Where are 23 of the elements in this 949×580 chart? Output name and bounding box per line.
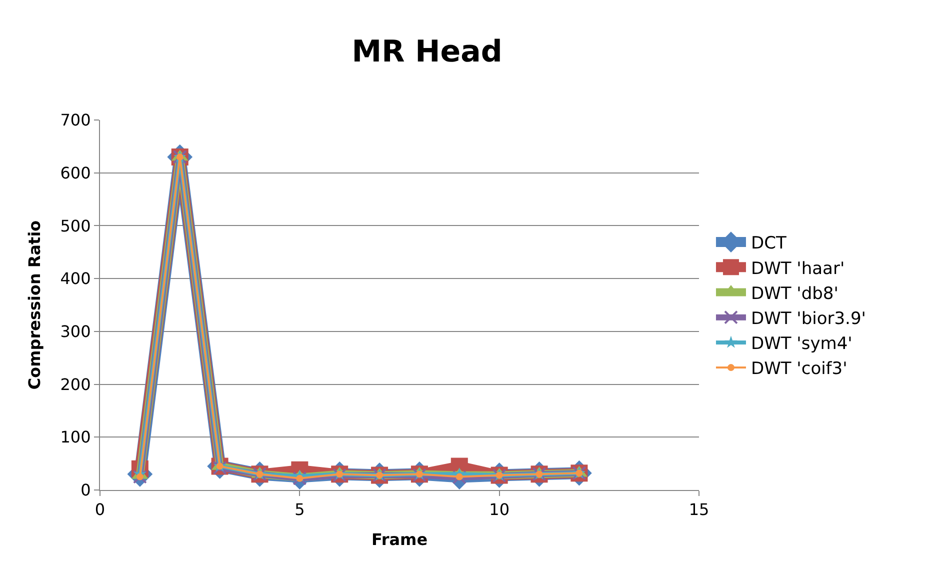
point bbox=[452, 470, 466, 484]
x-tick-label: 15 bbox=[688, 500, 710, 520]
legend-label: DWT 'coif3' bbox=[750, 359, 848, 380]
y-axis-title: Compression Ratio bbox=[25, 220, 44, 390]
legend-label: DWT 'bior3.9' bbox=[750, 308, 866, 329]
legend-label: DWT 'db8' bbox=[750, 284, 838, 304]
y-tick-label: 0 bbox=[80, 480, 91, 500]
y-tick-label: 600 bbox=[60, 163, 91, 182]
legend-label: DWT 'haar' bbox=[750, 258, 845, 279]
y-tick-label: 300 bbox=[60, 322, 91, 342]
y-tick-label: 100 bbox=[60, 428, 91, 447]
x-tick-label: 5 bbox=[294, 500, 305, 520]
x-tick-label: 10 bbox=[489, 500, 510, 520]
y-tick-label: 700 bbox=[60, 110, 91, 130]
chart-title: MR Head bbox=[352, 34, 502, 70]
x-axis-title: Frame bbox=[371, 530, 428, 549]
y-tick-label: 500 bbox=[60, 216, 91, 236]
x-tick-label: 0 bbox=[94, 500, 106, 520]
y-tick-label: 200 bbox=[60, 374, 91, 394]
legend-label: DWT 'sym4' bbox=[750, 334, 852, 354]
legend-label: DCT bbox=[750, 234, 787, 254]
y-tick-label: 400 bbox=[60, 269, 91, 288]
point bbox=[292, 471, 307, 486]
